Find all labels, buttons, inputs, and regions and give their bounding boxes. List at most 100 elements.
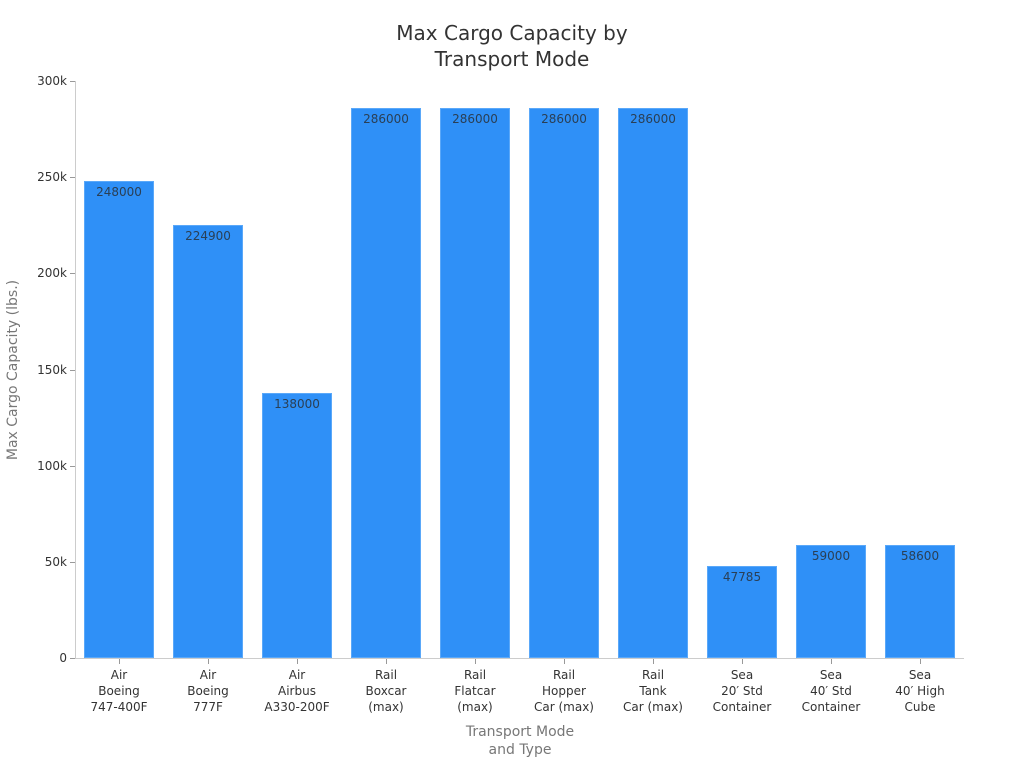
x-tick: Air Airbus A330-200F (247, 659, 347, 715)
x-tick: Rail Boxcar (max) (336, 659, 436, 715)
x-tick: Sea 40′ High Cube (870, 659, 970, 715)
x-tick-label-line: Car (max) (534, 700, 594, 714)
x-tick-label: Rail Flatcar (max) (425, 667, 525, 715)
x-tick-label-line: Sea (819, 668, 843, 682)
x-tick-mark (474, 659, 476, 664)
x-tick-label-line: A330-200F (264, 700, 330, 714)
y-tick-label: 150k (37, 363, 67, 377)
y-tick: 50k (0, 555, 75, 576)
x-tick: Sea 40′ Std Container (781, 659, 881, 715)
y-tick: 0 (0, 651, 75, 672)
y-tick-label: 300k (37, 74, 67, 88)
x-tick: Air Boeing 777F (158, 659, 258, 715)
x-tick: Sea 20′ Std Container (692, 659, 792, 715)
bar-value-label: 286000 (363, 112, 409, 126)
x-tick-label-line: Air (110, 668, 128, 682)
bar-value-label: 47785 (722, 570, 762, 584)
bar-value-label: 58600 (900, 549, 940, 563)
y-tick-label: 0 (59, 651, 67, 665)
y-tick-mark (70, 177, 75, 178)
chart-title-line-2: Transport Mode (434, 47, 590, 71)
y-tick: 300k (0, 74, 75, 95)
x-tick-label-line: 777F (193, 700, 223, 714)
x-axis-title-line-2: and Type (488, 742, 552, 758)
x-tick-label-line: 40′ High (895, 684, 945, 698)
x-tick-mark (207, 659, 209, 664)
x-tick-mark (118, 659, 120, 664)
bar[interactable]: 224900 (173, 225, 243, 658)
x-tick-label: Rail Boxcar (max) (336, 667, 436, 715)
x-tick-label-line: Boxcar (365, 684, 407, 698)
y-tick: 150k (0, 363, 75, 384)
x-tick-label-line: (max) (368, 700, 404, 714)
bar[interactable]: 59000 (796, 545, 866, 658)
x-tick-mark (385, 659, 387, 664)
bar-value-label: 286000 (541, 112, 587, 126)
y-tick-mark (70, 658, 75, 659)
x-tick-label-line: Hopper (542, 684, 586, 698)
x-tick-label-line: (max) (457, 700, 493, 714)
bar-value-label: 248000 (96, 185, 142, 199)
chart-title-line-1: Max Cargo Capacity by (396, 21, 628, 45)
x-tick-mark (652, 659, 654, 664)
bar[interactable]: 47785 (707, 566, 777, 658)
y-tick-mark (70, 562, 75, 563)
bar[interactable]: 248000 (84, 181, 154, 658)
x-tick: Rail Tank Car (max) (603, 659, 703, 715)
x-tick-label-line: Sea (730, 668, 754, 682)
x-tick-label: Sea 40′ Std Container (781, 667, 881, 715)
x-tick-label-line: Rail (552, 668, 576, 682)
y-tick-mark (70, 466, 75, 467)
x-tick-label: Sea 20′ Std Container (692, 667, 792, 715)
x-tick: Air Boeing 747-400F (69, 659, 169, 715)
x-tick-label-line: 747-400F (90, 700, 148, 714)
x-tick: Rail Flatcar (max) (425, 659, 525, 715)
y-tick-mark (70, 81, 75, 82)
x-tick-label-line: Cube (904, 700, 936, 714)
y-tick-label: 200k (37, 266, 67, 280)
chart-title: Max Cargo Capacity by Transport Mode (0, 20, 1024, 72)
y-tick: 200k (0, 266, 75, 287)
x-tick-label-line: Air (288, 668, 306, 682)
x-axis-title-line-1: Transport Mode (465, 724, 575, 740)
x-tick-label: Air Boeing 777F (158, 667, 258, 715)
y-tick-mark (70, 273, 75, 274)
bar[interactable]: 286000 (351, 108, 421, 658)
x-tick-mark (563, 659, 565, 664)
x-tick-mark (296, 659, 298, 664)
bar[interactable]: 138000 (262, 393, 332, 658)
y-tick: 250k (0, 170, 75, 191)
x-tick-mark (741, 659, 743, 664)
bar[interactable]: 286000 (529, 108, 599, 658)
bar[interactable]: 286000 (440, 108, 510, 658)
x-axis-title: Transport Mode and Type (466, 723, 574, 759)
x-tick-label: Rail Tank Car (max) (603, 667, 703, 715)
y-tick-mark (70, 370, 75, 371)
bar-value-label: 138000 (274, 397, 320, 411)
x-tick-label-line: 40′ Std (810, 684, 852, 698)
bar-value-label: 224900 (185, 229, 231, 243)
x-tick-label-line: Air (199, 668, 217, 682)
x-tick-label-line: Container (712, 700, 772, 714)
x-axis-line (75, 658, 964, 659)
bar-value-label: 59000 (811, 549, 851, 563)
x-tick-label: Air Boeing 747-400F (69, 667, 169, 715)
y-tick-label: 50k (44, 555, 67, 569)
y-axis-line (75, 81, 76, 659)
x-tick-label-line: Rail (374, 668, 398, 682)
x-tick-label-line: Rail (463, 668, 487, 682)
y-tick-label: 250k (37, 170, 67, 184)
x-tick-label-line: Rail (641, 668, 665, 682)
bar-value-label: 286000 (630, 112, 676, 126)
x-tick-label-line: Boeing (187, 684, 229, 698)
bar[interactable]: 58600 (885, 545, 955, 658)
x-tick-label: Air Airbus A330-200F (247, 667, 347, 715)
y-tick: 100k (0, 459, 75, 480)
x-tick-mark (919, 659, 921, 664)
x-tick-label-line: Flatcar (454, 684, 496, 698)
bar[interactable]: 286000 (618, 108, 688, 658)
x-tick-label-line: Car (max) (623, 700, 683, 714)
x-tick-label: Sea 40′ High Cube (870, 667, 970, 715)
y-tick-label: 100k (37, 459, 67, 473)
